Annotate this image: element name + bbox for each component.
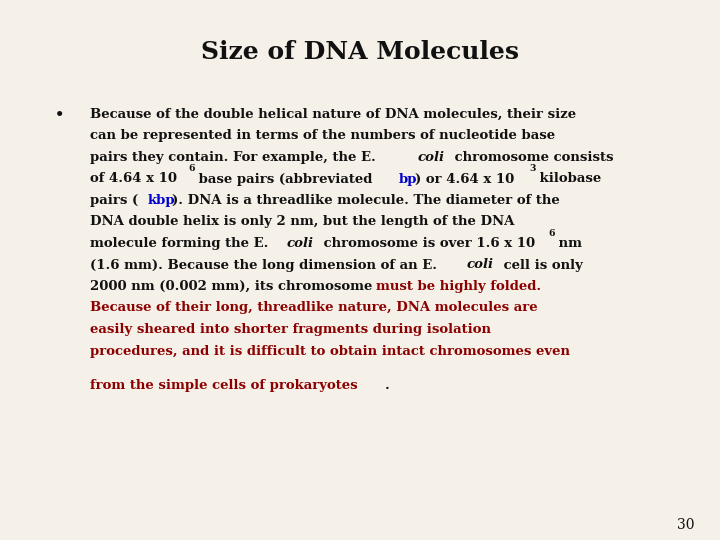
Text: pairs they contain. For example, the E.: pairs they contain. For example, the E. [90, 151, 380, 164]
Text: molecule forming the E.: molecule forming the E. [90, 237, 273, 250]
Text: kilobase: kilobase [535, 172, 601, 186]
Text: .: . [384, 379, 390, 392]
Text: DNA double helix is only 2 nm, but the length of the DNA: DNA double helix is only 2 nm, but the l… [90, 215, 514, 228]
Text: Because of their long, threadlike nature, DNA molecules are: Because of their long, threadlike nature… [90, 301, 538, 314]
Text: coli: coli [467, 259, 493, 272]
Text: easily sheared into shorter fragments during isolation: easily sheared into shorter fragments du… [90, 323, 491, 336]
Text: coli: coli [287, 237, 313, 250]
Text: pairs (: pairs ( [90, 194, 138, 207]
Text: must be highly folded.: must be highly folded. [377, 280, 541, 293]
Text: 6: 6 [548, 229, 554, 238]
Text: of 4.64 x 10: of 4.64 x 10 [90, 172, 177, 186]
Text: from the simple cells of prokaryotes: from the simple cells of prokaryotes [90, 379, 358, 392]
Text: chromosome consists: chromosome consists [450, 151, 613, 164]
Text: (1.6 mm). Because the long dimension of an E.: (1.6 mm). Because the long dimension of … [90, 259, 441, 272]
Text: bp: bp [398, 172, 417, 186]
Text: 2000 nm (0.002 mm), its chromosome: 2000 nm (0.002 mm), its chromosome [90, 280, 377, 293]
Text: chromosome is over 1.6 x 10: chromosome is over 1.6 x 10 [319, 237, 535, 250]
Text: 30: 30 [678, 518, 695, 532]
Text: 6: 6 [188, 164, 194, 173]
Text: •: • [55, 108, 64, 122]
Text: 3: 3 [529, 164, 536, 173]
Text: ) or 4.64 x 10: ) or 4.64 x 10 [415, 172, 514, 186]
Text: coli: coli [417, 151, 444, 164]
Text: base pairs (abbreviated: base pairs (abbreviated [194, 172, 377, 186]
Text: procedures, and it is difficult to obtain intact chromosomes even: procedures, and it is difficult to obtai… [90, 345, 570, 357]
Text: kbp: kbp [148, 194, 175, 207]
Text: can be represented in terms of the numbers of nucleotide base: can be represented in terms of the numbe… [90, 130, 555, 143]
Text: cell is only: cell is only [499, 259, 583, 272]
Text: ). DNA is a threadlike molecule. The diameter of the: ). DNA is a threadlike molecule. The dia… [172, 194, 559, 207]
Text: Size of DNA Molecules: Size of DNA Molecules [201, 40, 519, 64]
Text: Because of the double helical nature of DNA molecules, their size: Because of the double helical nature of … [90, 108, 576, 121]
Text: nm: nm [554, 237, 582, 250]
